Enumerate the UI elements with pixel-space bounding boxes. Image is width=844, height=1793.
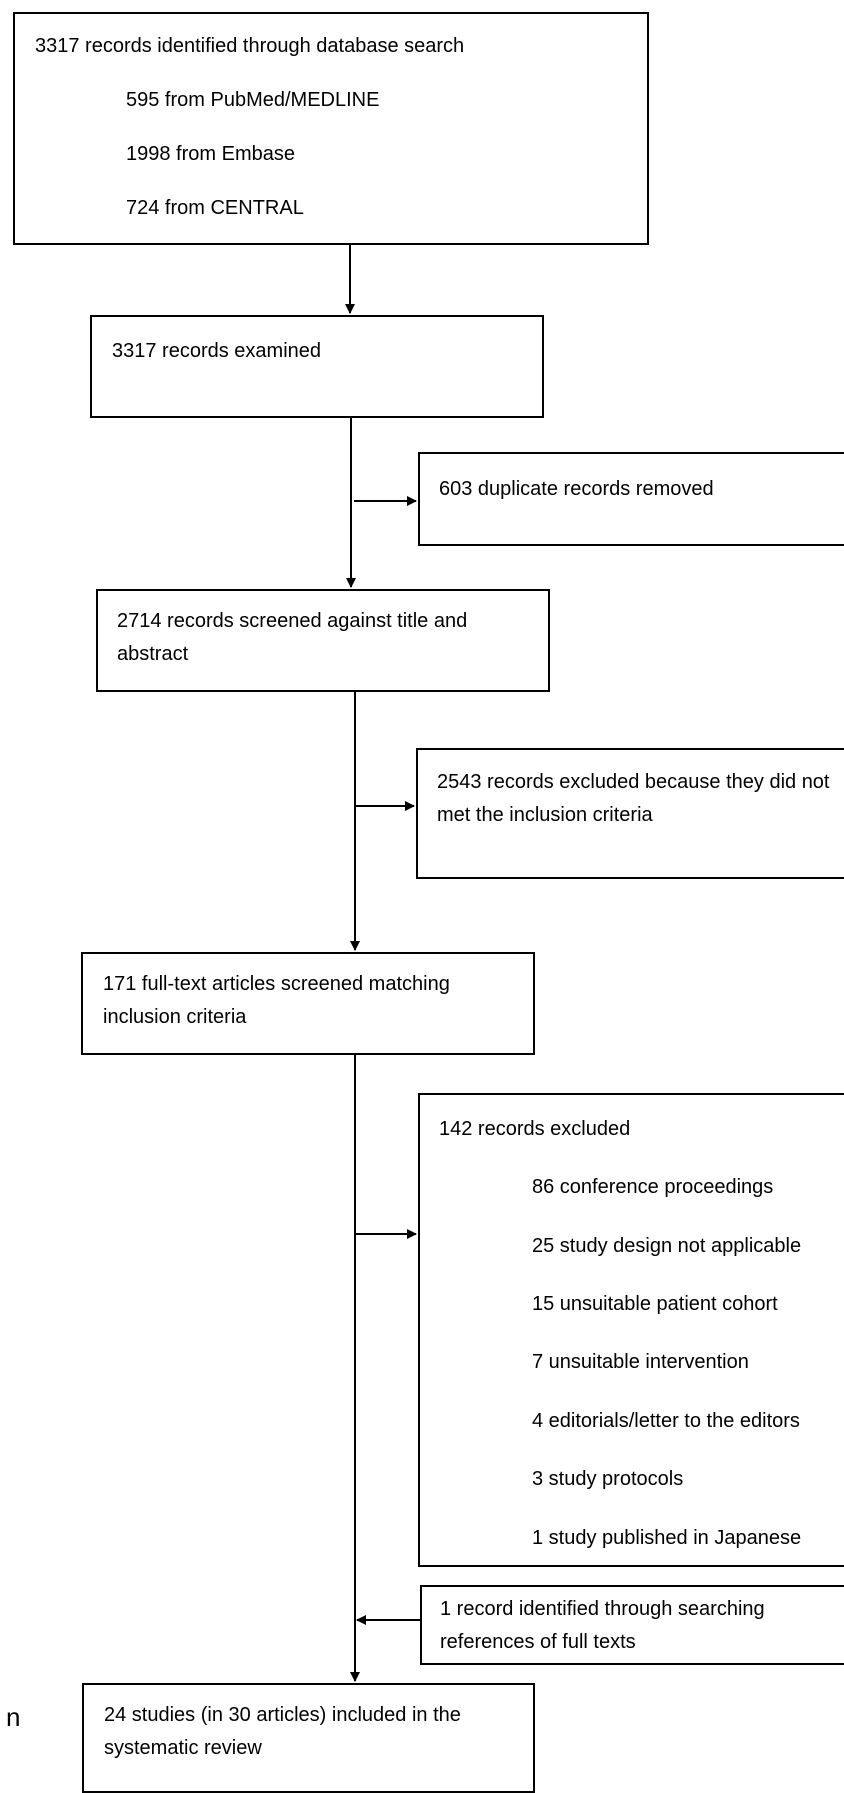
exclusion-reason: 4 editorials/letter to the editors <box>532 1410 800 1432</box>
exclusion-reason: 3 study protocols <box>532 1468 684 1490</box>
source-central: 724 from CENTRAL <box>126 197 304 219</box>
included-text: 24 studies (in 30 articles) included in … <box>104 1704 461 1759</box>
fulltext-box: 171 full-text articles screened matching… <box>81 952 535 1055</box>
screened-box: 2714 records screened against title and … <box>96 589 550 692</box>
exclusion-reason: 15 unsuitable patient cohort <box>532 1293 778 1315</box>
source-embase: 1998 from Embase <box>126 143 295 165</box>
duplicates-box: 603 duplicate records removed <box>418 452 844 546</box>
excluded-screening-text: 2543 records excluded because they did n… <box>437 771 830 826</box>
exclusion-reason: 86 conference proceedings <box>532 1176 774 1198</box>
excluded-fulltext-header: 142 records excluded <box>439 1118 631 1140</box>
examined-box: 3317 records examined <box>90 315 544 418</box>
source-pubmed: 595 from PubMed/MEDLINE <box>126 89 380 111</box>
fulltext-text: 171 full-text articles screened matching… <box>103 973 450 1028</box>
margin-text-fragment: n <box>6 1702 21 1732</box>
exclusion-reason: 7 unsuitable intervention <box>532 1351 749 1373</box>
excluded-fulltext-box: 142 records excluded 86 conference proce… <box>418 1093 844 1567</box>
duplicates-text: 603 duplicate records removed <box>439 478 714 500</box>
excluded-screening-box: 2543 records excluded because they did n… <box>416 748 844 879</box>
identification-total: 3317 records identified through database… <box>35 35 465 57</box>
exclusion-reason: 1 study published in Japanese <box>532 1527 802 1549</box>
identification-box: 3317 records identified through database… <box>13 12 649 245</box>
examined-text: 3317 records examined <box>112 340 322 362</box>
additional-text: 1 record identified through searching re… <box>440 1598 765 1653</box>
additional-box: 1 record identified through searching re… <box>420 1585 844 1665</box>
screened-text: 2714 records screened against title and … <box>117 610 468 665</box>
exclusion-reason: 25 study design not applicable <box>532 1235 802 1257</box>
included-box: 24 studies (in 30 articles) included in … <box>82 1683 535 1793</box>
